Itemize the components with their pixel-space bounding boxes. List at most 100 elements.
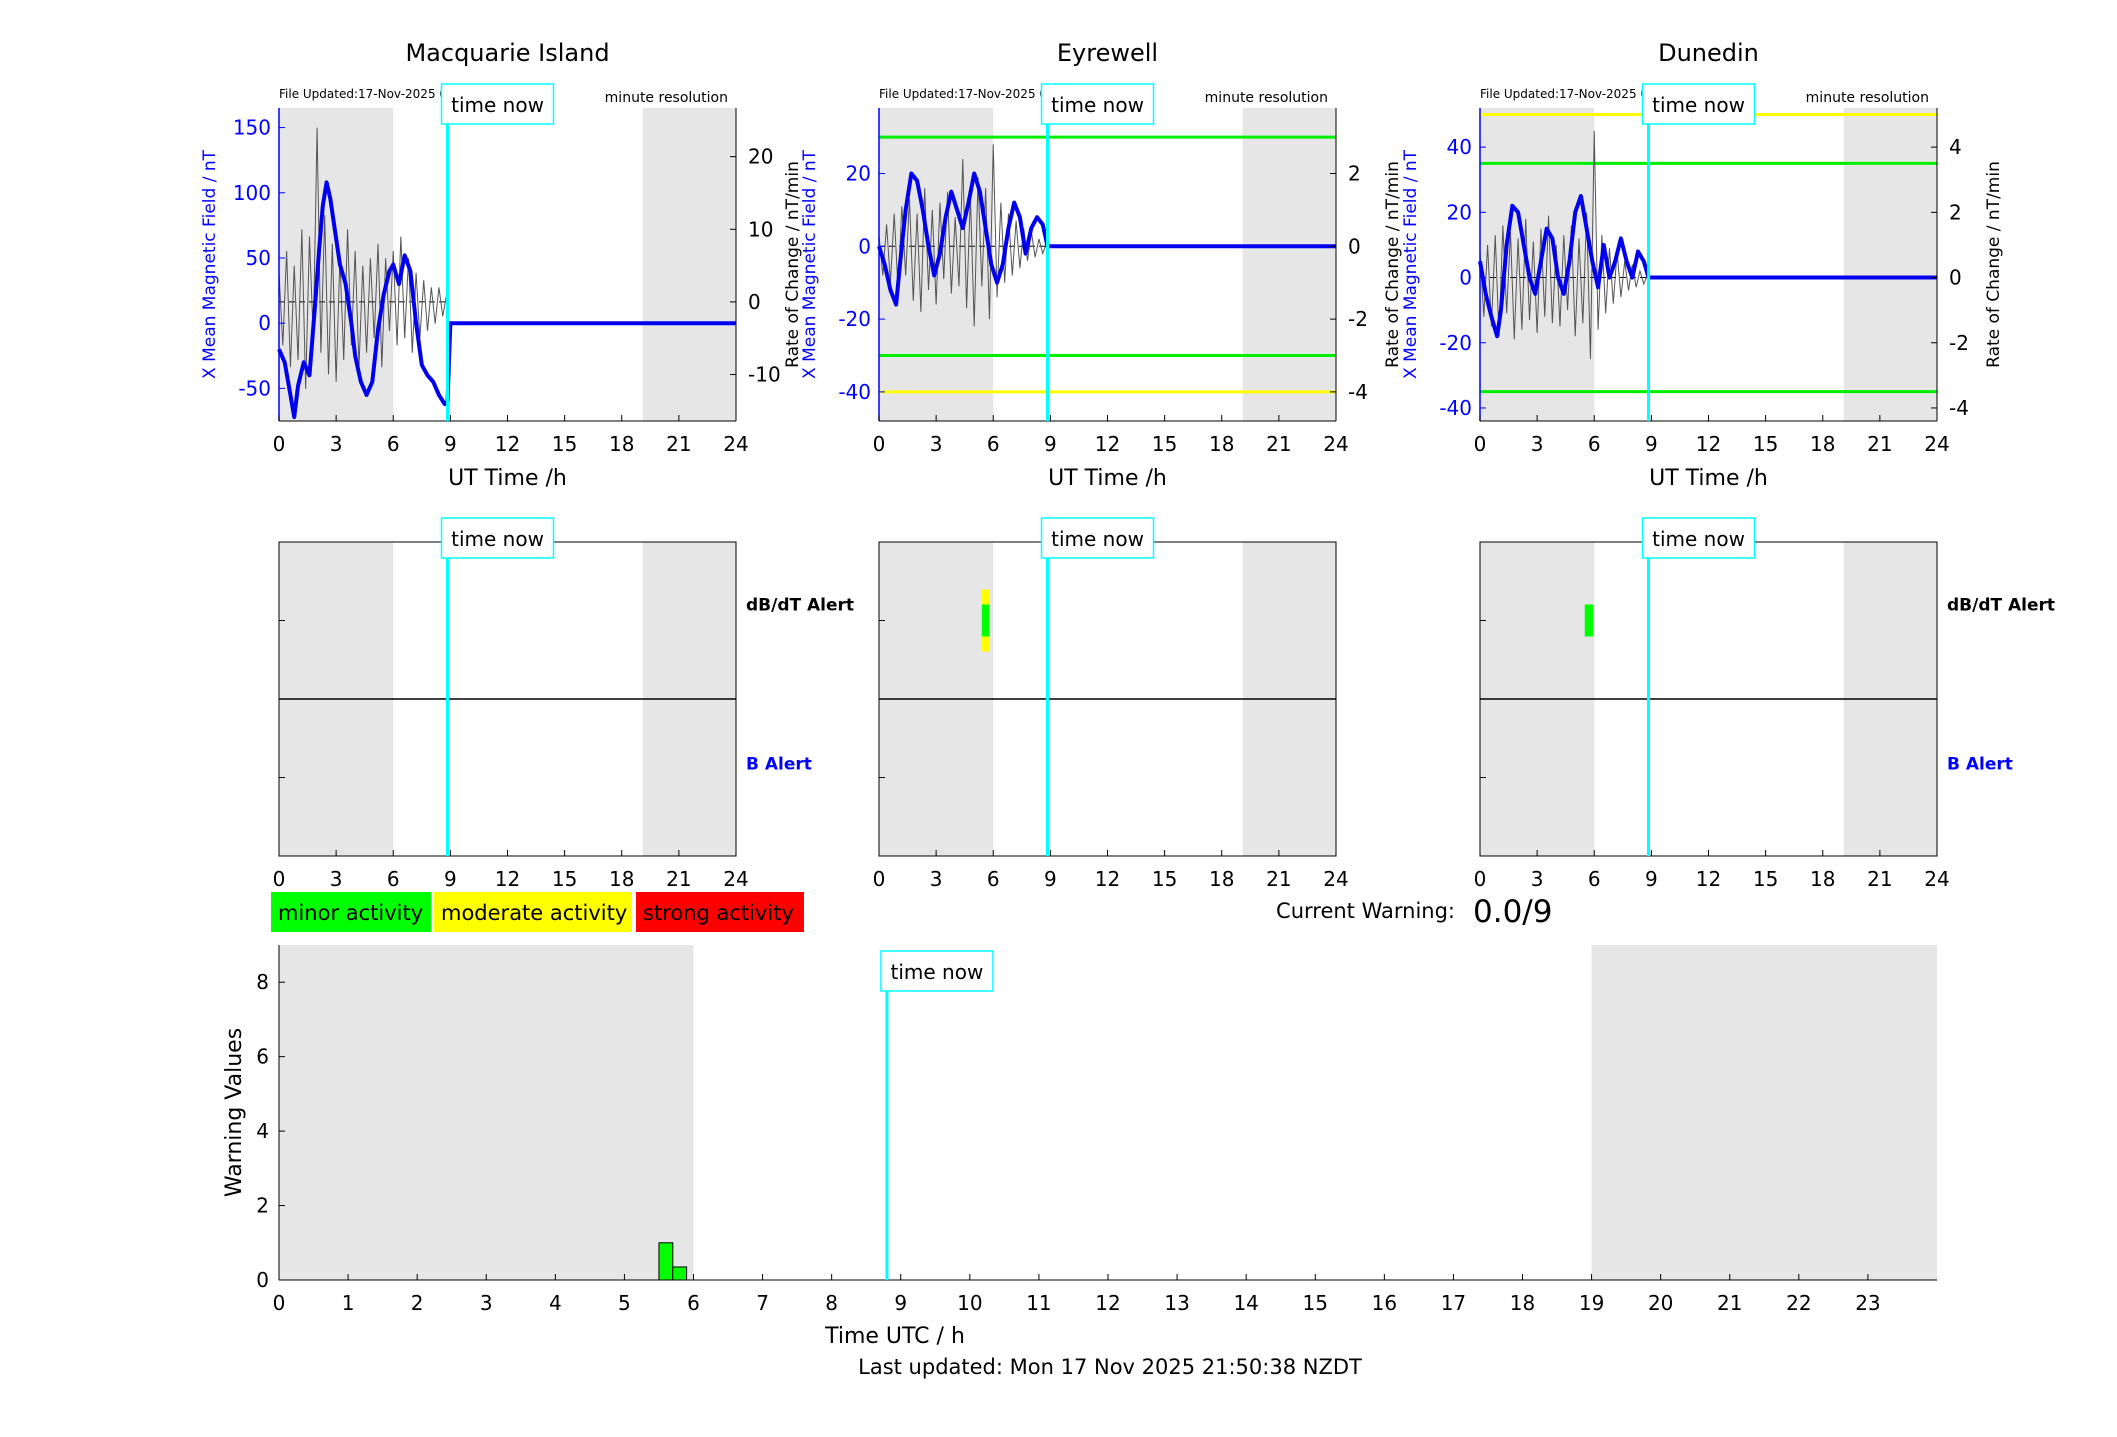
x-axis-label: Time UTC / h [824,1324,965,1349]
time-now-label: time now [451,93,544,117]
x-axis-label: UT Time /h [1649,466,1768,491]
y-tick-label: 8 [256,970,269,994]
x-tick-label: 6 [1588,867,1601,891]
panel-macquarie-field: 0 3 6 9 12 15 18 21 24 -50 0 50 100 150 -10 0 10 20 Macqua… [200,39,803,491]
x-tick-label: 12 [495,432,520,456]
panel-warning-values: 0 1 2 3 4 5 6 7 8 9 10 11 12 13 14 15 16 17 18 19 20 21 22 2302… [222,945,1937,1349]
x-tick-label: 0 [1474,867,1487,891]
y-tick-label: 0 [256,1268,269,1292]
station-title: Macquarie Island [405,39,609,67]
warning-bar [672,1266,688,1281]
x-tick-label: 18 [609,432,634,456]
x-tick-label: 21 [666,867,691,891]
x-tick-label: 3 [330,432,343,456]
x-tick-label: 6 [387,432,400,456]
x-tick-label: 12 [495,867,520,891]
time-now-box [1641,517,1756,559]
y-right-tick-label: 0 [1949,266,1962,290]
time-now-label: time now [891,960,984,984]
x-tick-label: 12 [1095,867,1120,891]
x-tick-label: 6 [987,867,1000,891]
x-tick-label: 23 [1855,1291,1880,1315]
x-tick-label: 12 [1095,432,1120,456]
x-tick-label: 18 [609,867,634,891]
time-now-label: time now [1652,93,1745,117]
night-shading [1843,108,1937,421]
activity-legend: minor activity moderate activity strong ac… [271,892,804,932]
y-left-tick-label: 0 [258,311,271,335]
x-tick-label: 6 [1588,432,1601,456]
x-tick-label: 11 [1026,1291,1051,1315]
y-left-tick-label: -40 [1439,396,1472,420]
time-now-box [440,517,555,559]
time-now-box [1641,83,1756,125]
resolution-text: minute resolution [605,90,728,106]
legend-label: minor activity [278,901,423,925]
x-tick-label: 24 [723,432,748,456]
night-shading [642,108,736,421]
x-tick-label: 18 [1510,1291,1535,1315]
y-right-axis-label: Rate of Change / nT/min [783,161,803,368]
x-tick-label: 7 [756,1291,769,1315]
x-tick-label: 0 [873,432,886,456]
time-now-box [1040,83,1155,125]
night-shading [1480,108,1595,421]
x-axis-label: UT Time /h [1048,466,1167,491]
legend-swatch [636,892,804,932]
y-left-tick-label: 150 [233,116,271,140]
x-tick-label: 13 [1164,1291,1189,1315]
x-tick-label: 10 [957,1291,982,1315]
dbdt-alert-block [981,604,990,637]
x-tick-label: 14 [1233,1291,1258,1315]
x-tick-label: 18 [1810,432,1835,456]
x-tick-label: 3 [930,432,943,456]
station-title: Eyrewell [1057,39,1158,67]
y-right-tick-label: 2 [1949,200,1962,224]
y-right-tick-label: 2 [1348,162,1361,186]
y-right-tick-label: -10 [748,363,781,387]
x-tick-label: 9 [444,867,457,891]
panel-dunedin-field: 0 3 6 9 12 15 18 21 24-40-2002040-4-2024DunedinF… [1401,39,2004,491]
y-left-tick-label: -40 [838,380,871,404]
y-axis-label: Warning Values [222,1028,247,1197]
y-tick-label: 2 [256,1194,269,1218]
x-tick-label: 21 [1266,867,1291,891]
night-shading [279,945,694,1280]
rate-of-change-series [878,144,1048,327]
time-now-box [1040,517,1155,559]
y-right-tick-label: 0 [748,290,761,314]
resolution-text: minute resolution [1806,90,1929,106]
x-tick-label: 6 [987,432,1000,456]
panel-dunedin-alerts: 0 3 6 9 12 15 18 21 24 dB/dT Alert B Alert time now [1474,517,2055,891]
rate-of-change-series [278,127,448,390]
x-tick-label: 15 [1152,867,1177,891]
dbdt-alert-block [1584,604,1594,637]
x-tick-label: 9 [444,432,457,456]
y-tick-label: 6 [256,1045,269,1069]
x-tick-label: 3 [930,867,943,891]
y-left-axis-label: X Mean Magnetic Field / nT [1401,149,1421,379]
current-warning-value: 0.0/9 [1473,894,1552,930]
y-left-tick-label: -50 [238,376,271,400]
x-tick-label: 15 [1303,1291,1328,1315]
x-tick-label: 19 [1579,1291,1604,1315]
x-tick-label: 24 [1323,432,1348,456]
panel-eyrewell-field: 0 3 6 9 12 15 18 21 24-40-20020-4-202EyrewellFil… [800,39,1403,491]
x-tick-label: 0 [873,867,886,891]
x-tick-label: 16 [1372,1291,1397,1315]
y-left-tick-label: 50 [246,246,271,270]
y-tick-label: 4 [256,1119,269,1143]
dbdt-alert-label: dB/dT Alert [746,596,854,616]
time-now-box [440,83,555,125]
y-right-tick-label: 20 [748,145,773,169]
y-left-axis-label: X Mean Magnetic Field / nT [800,149,820,379]
y-left-tick-label: 0 [858,234,871,258]
time-now-label: time now [1051,527,1144,551]
y-left-tick-label: -20 [1439,331,1472,355]
panel-eyrewell-alerts: 0 3 6 9 12 15 18 21 24 time now [873,517,1349,891]
night-shading [1591,945,1937,1280]
y-right-tick-label: 10 [748,217,773,241]
x-tick-label: 15 [1753,432,1778,456]
x-tick-label: 21 [1867,867,1892,891]
